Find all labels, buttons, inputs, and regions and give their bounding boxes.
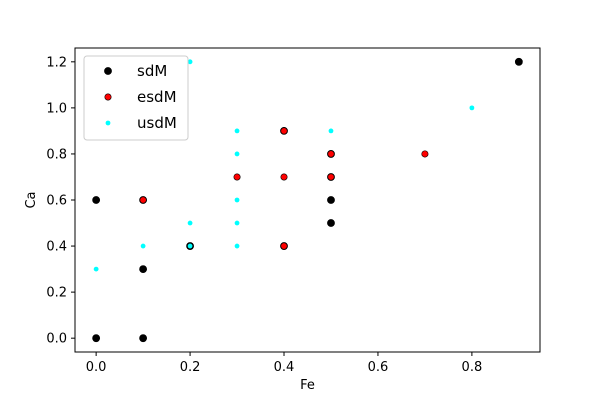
legend-label-usdM: usdM — [137, 114, 177, 132]
y-tick-label: 1.2 — [46, 55, 67, 70]
usdM-point — [140, 243, 146, 249]
esdM-point — [280, 173, 288, 181]
esdM-point — [280, 127, 288, 135]
usdM-point — [93, 266, 99, 272]
esdM-point — [233, 173, 241, 181]
data-markers — [92, 57, 523, 343]
esdM-point — [327, 150, 335, 158]
legend-marker-esdM — [104, 93, 112, 101]
esdM-point — [421, 150, 429, 158]
legend-marker-sdM — [104, 67, 112, 75]
x-tick-label: 0.6 — [368, 360, 389, 375]
legend-marker-usdM — [105, 120, 111, 126]
y-tick-label: 0.8 — [46, 147, 67, 162]
y-tick-label: 0.0 — [46, 332, 67, 347]
usdM-point — [187, 220, 193, 226]
esdM-point — [327, 173, 335, 181]
usdM-point — [328, 128, 334, 134]
y-tick-label: 1.0 — [46, 101, 67, 116]
x-axis-label: Fe — [300, 378, 315, 393]
usdM-point — [469, 105, 475, 111]
sdM-point — [327, 196, 335, 204]
usdM-point — [234, 151, 240, 157]
usdM-point — [187, 243, 193, 249]
usdM-point — [234, 220, 240, 226]
sdM-point — [139, 265, 148, 273]
x-tick-label: 0.4 — [274, 360, 295, 375]
usdM-point — [234, 243, 240, 249]
usdM-point — [234, 197, 240, 203]
legend-label-sdM: sdM — [137, 62, 167, 80]
usdM-point — [187, 59, 193, 65]
esdM-point — [139, 196, 147, 204]
x-tick-label: 0.0 — [86, 360, 107, 375]
x-axis-ticks: 0.0 0.2 0.4 0.6 0.8 — [86, 352, 482, 375]
x-tick-label: 0.8 — [462, 360, 483, 375]
plot-frame — [74, 47, 541, 353]
legend-box — [83, 55, 189, 141]
sdM-point — [92, 196, 101, 204]
esdM-point — [280, 242, 288, 250]
sdM-point — [139, 334, 148, 343]
sdM-point — [327, 219, 335, 227]
y-tick-label: 0.2 — [46, 286, 67, 301]
legend-label-esdM: esdM — [137, 88, 177, 106]
y-axis-label: Ca — [24, 191, 39, 208]
legend: sdM esdM usdM — [83, 55, 189, 141]
y-tick-label: 0.4 — [46, 240, 67, 255]
sdM-point — [92, 334, 101, 343]
sdM-point — [514, 57, 523, 66]
usdM-point — [234, 128, 240, 134]
y-tick-label: 0.6 — [46, 194, 67, 209]
x-tick-label: 0.2 — [180, 360, 201, 375]
y-axis-ticks: 0.0 0.2 0.4 0.6 0.8 1.0 1.2 — [46, 55, 75, 347]
